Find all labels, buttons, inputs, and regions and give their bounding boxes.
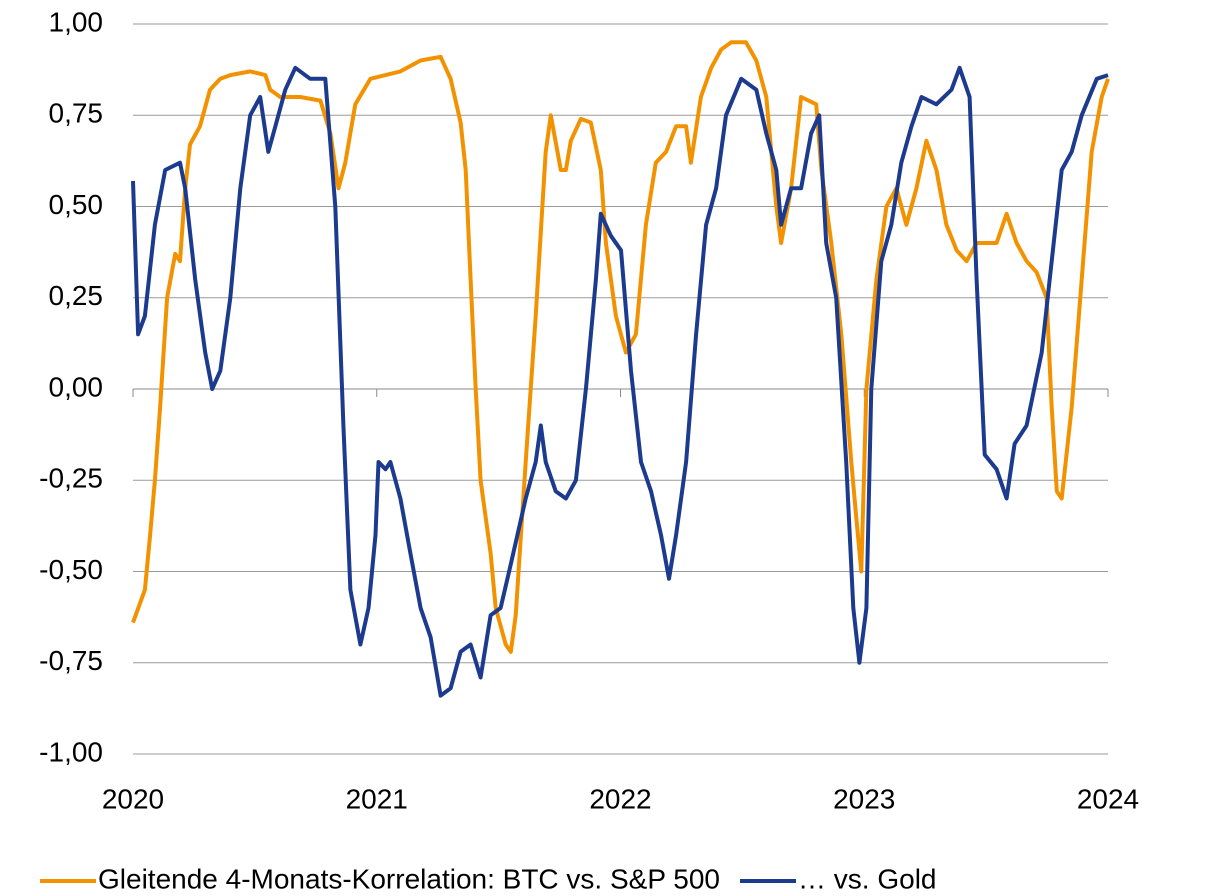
y-tick-label: 0,75 — [49, 98, 104, 129]
y-tick-label: 0,25 — [49, 280, 104, 311]
series-line — [131, 40, 1110, 654]
legend-label: Gleitende 4-Monats-Korrelation: BTC vs. … — [98, 863, 720, 894]
y-tick-label: -0,25 — [39, 463, 103, 494]
y-tick-label: 0,00 — [49, 371, 104, 402]
series-line — [131, 65, 1109, 698]
y-tick-label: 1,00 — [49, 6, 104, 37]
x-tick-label: 2024 — [1077, 783, 1139, 814]
x-tick-label: 2021 — [346, 783, 408, 814]
x-tick-label: 2023 — [833, 783, 895, 814]
x-tick-label: 2022 — [589, 783, 651, 814]
y-tick-label: -1,00 — [39, 736, 103, 767]
y-tick-label: -0,50 — [39, 554, 103, 585]
y-tick-label: 0,50 — [49, 189, 104, 220]
legend-label: … vs. Gold — [798, 863, 936, 894]
x-tick-label: 2020 — [102, 783, 164, 814]
y-tick-label: -0,75 — [39, 645, 103, 676]
